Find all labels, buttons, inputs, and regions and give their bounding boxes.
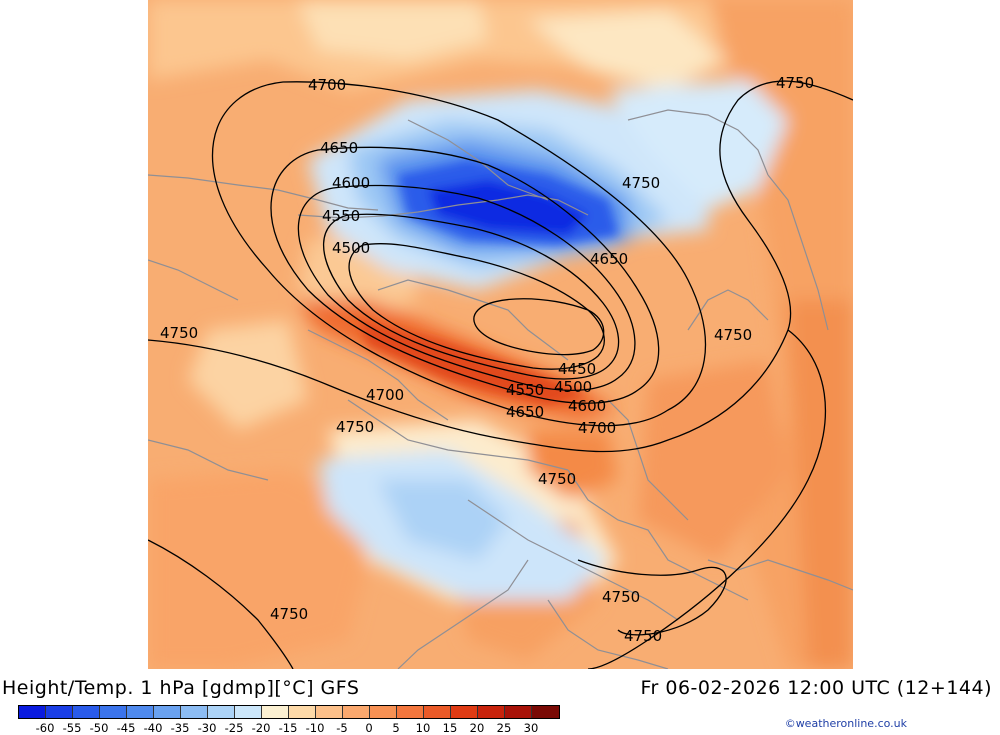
colorbar-tick-label: 10 xyxy=(415,721,431,735)
contour-label: 4750 xyxy=(624,627,662,645)
colorbar-swatch xyxy=(127,706,154,718)
height-contours xyxy=(148,80,853,669)
colorbar-swatch xyxy=(316,706,343,718)
colorbar-swatch xyxy=(478,706,505,718)
contour-label: 4750 xyxy=(270,605,308,623)
contour-label: 4700 xyxy=(308,76,346,94)
colorbar-tick-label: -5 xyxy=(336,721,348,735)
contour-label: 4500 xyxy=(554,378,592,396)
colorbar-tick-label: 30 xyxy=(523,721,539,735)
colorbar-swatch xyxy=(46,706,73,718)
colorbar-swatch xyxy=(208,706,235,718)
contour-label: 4750 xyxy=(776,74,814,92)
colorbar-tick-label: -35 xyxy=(170,721,190,735)
contour-label: 4500 xyxy=(332,239,370,257)
contour-label: 4750 xyxy=(160,324,198,342)
valid-time: Fr 06-02-2026 12:00 UTC (12+144) xyxy=(640,677,992,699)
contour-label: 4600 xyxy=(332,174,370,192)
colorbar-swatch xyxy=(100,706,127,718)
colorbar-tick-label: -30 xyxy=(197,721,217,735)
colorbar-swatch xyxy=(262,706,289,718)
colorbar-swatch xyxy=(73,706,100,718)
contour-label: 4700 xyxy=(578,419,616,437)
map-title: Height/Temp. 1 hPa [gdmp][°C] GFS xyxy=(2,677,360,699)
colorbar-tick-label: -55 xyxy=(62,721,82,735)
colorbar-swatch xyxy=(19,706,46,718)
colorbar-tick-label: 15 xyxy=(442,721,458,735)
colorbar-labels: -60 -55 -50 -45 -40 -35 -30 -25 -20 -15 -10 -5 0 5 10 1… xyxy=(18,721,578,735)
temperature-colorbar xyxy=(18,705,560,719)
colorbar-tick-label: 25 xyxy=(496,721,512,735)
contour-label: 4650 xyxy=(590,250,628,268)
colorbar-tick-label: -20 xyxy=(251,721,271,735)
colorbar-tick-label: 5 xyxy=(392,721,400,735)
contour-label: 4600 xyxy=(568,397,606,415)
colorbar-swatch xyxy=(154,706,181,718)
colorbar-tick-label: -15 xyxy=(278,721,298,735)
contour-label: 4750 xyxy=(714,326,752,344)
contour-label: 4750 xyxy=(538,470,576,488)
colorbar-swatch xyxy=(181,706,208,718)
credit-link[interactable]: ©weatheronline.co.uk xyxy=(784,717,907,730)
colorbar-tick-label: -40 xyxy=(143,721,163,735)
colorbar-tick-label: -50 xyxy=(89,721,109,735)
colorbar-tick-label: -10 xyxy=(305,721,325,735)
contour-label: 4450 xyxy=(558,360,596,378)
colorbar-tick-label: 0 xyxy=(365,721,373,735)
colorbar-swatch xyxy=(451,706,478,718)
colorbar-swatch xyxy=(370,706,397,718)
colorbar-swatch xyxy=(532,706,559,718)
contour-label: 4650 xyxy=(320,139,358,157)
contour-label: 4650 xyxy=(506,403,544,421)
colorbar-swatch xyxy=(424,706,451,718)
contour-label: 4550 xyxy=(506,381,544,399)
contour-label: 4750 xyxy=(336,418,374,436)
colorbar-tick-label: -60 xyxy=(35,721,55,735)
colorbar-swatch xyxy=(505,706,532,718)
colorbar-tick-label: -25 xyxy=(224,721,244,735)
colorbar-swatch xyxy=(289,706,316,718)
height-temperature-map: 4700 4750 4650 4600 4550 4500 4750 4650 … xyxy=(148,0,853,669)
colorbar-swatch xyxy=(235,706,262,718)
contour-label: 4700 xyxy=(366,386,404,404)
colorbar-tick-label: -45 xyxy=(116,721,136,735)
contour-label: 4750 xyxy=(622,174,660,192)
contour-label: 4750 xyxy=(602,588,640,606)
colorbar-tick-label: 20 xyxy=(469,721,485,735)
colorbar-swatch xyxy=(397,706,424,718)
map-panel: 4700 4750 4650 4600 4550 4500 4750 4650 … xyxy=(148,0,853,669)
contour-labels: 4700 4750 4650 4600 4550 4500 4750 4650 … xyxy=(160,74,814,645)
contour-label: 4550 xyxy=(322,207,360,225)
colorbar-swatch xyxy=(343,706,370,718)
